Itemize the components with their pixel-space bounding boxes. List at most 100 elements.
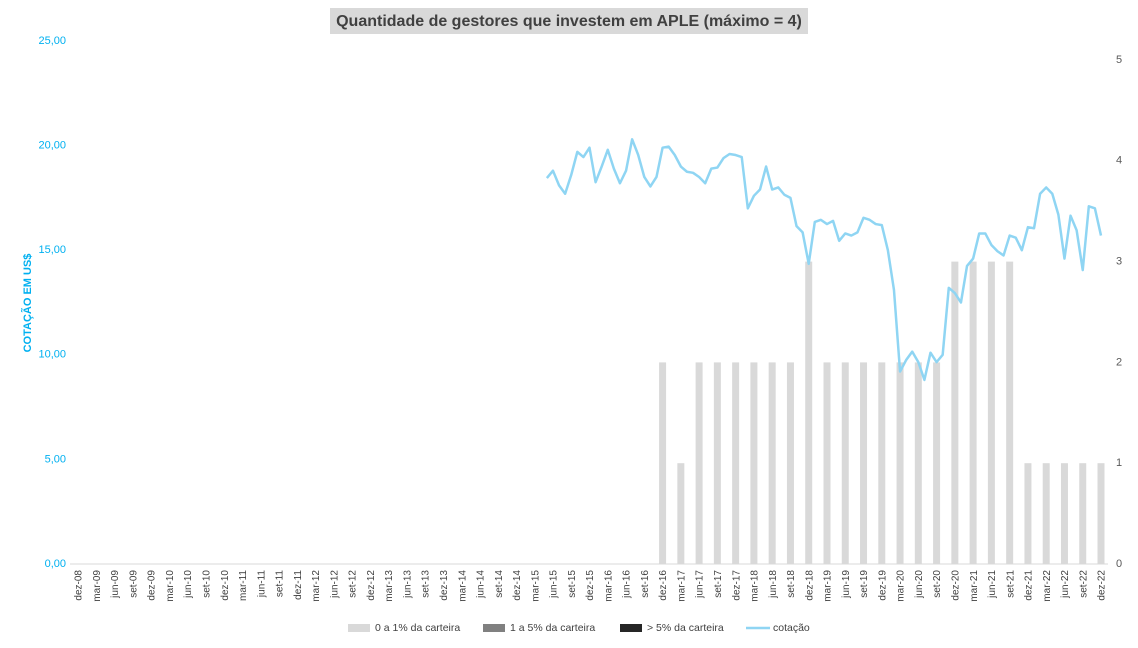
y2-tick-label: 4 <box>1116 155 1122 167</box>
x-tick-label: set-22 <box>1078 570 1089 598</box>
bar <box>750 362 758 564</box>
x-tick-label: mar-21 <box>969 570 980 602</box>
x-tick-label: jun-09 <box>110 570 121 599</box>
y2-tick-label: 3 <box>1116 256 1122 268</box>
x-tick-label: set-21 <box>1005 570 1016 598</box>
x-tick-label: dez-15 <box>585 570 596 601</box>
y-tick-label: 25,00 <box>38 35 66 47</box>
y2-tick-label: 0 <box>1116 558 1122 570</box>
x-tick-label: mar-19 <box>823 570 834 602</box>
legend-label: 1 a 5% da carteira <box>510 622 595 634</box>
x-tick-label: jun-10 <box>183 570 194 599</box>
x-tick-label: dez-10 <box>220 570 231 601</box>
x-tick-label: set-20 <box>932 570 943 598</box>
x-tick-label: mar-12 <box>311 570 322 602</box>
x-tick-label: dez-08 <box>74 570 85 601</box>
bar <box>969 261 977 564</box>
x-tick-label: dez-20 <box>950 570 961 601</box>
bar <box>659 362 667 564</box>
legend-label: 0 a 1% da carteira <box>375 622 460 634</box>
x-tick-label: set-12 <box>348 570 359 598</box>
x-tick-label: dez-22 <box>1097 570 1108 601</box>
bar <box>878 362 886 564</box>
x-tick-label: dez-18 <box>804 570 815 601</box>
x-tick-label: dez-13 <box>439 570 450 601</box>
x-tick-label: mar-14 <box>457 570 468 602</box>
bar <box>1097 463 1105 564</box>
bar <box>768 362 776 564</box>
x-tick-label: jun-15 <box>549 570 560 599</box>
bar <box>1006 261 1014 564</box>
bar <box>695 362 703 564</box>
x-tick-label: set-19 <box>859 570 870 598</box>
legend-label: cotação <box>773 622 810 634</box>
bar <box>677 463 685 564</box>
bar <box>1042 463 1050 564</box>
y2-tick-label: 5 <box>1116 54 1122 66</box>
legend-label: > 5% da carteira <box>647 622 724 634</box>
bar <box>823 362 831 564</box>
bar <box>805 261 813 564</box>
x-tick-label: mar-13 <box>384 570 395 602</box>
bar <box>1079 463 1087 564</box>
title-background <box>330 8 808 34</box>
x-tick-label: dez-14 <box>512 570 523 601</box>
x-tick-label: dez-11 <box>293 570 304 600</box>
x-tick-label: set-11 <box>275 570 286 597</box>
x-tick-label: set-16 <box>640 570 651 598</box>
x-tick-label: jun-17 <box>695 570 706 599</box>
x-tick-label: set-14 <box>494 570 505 598</box>
x-tick-label: dez-21 <box>1024 570 1035 601</box>
x-tick-label: dez-09 <box>147 570 158 601</box>
x-tick-label: jun-16 <box>622 570 633 599</box>
x-tick-label: mar-15 <box>530 570 541 602</box>
bar <box>1024 463 1032 564</box>
y-tick-label: 15,00 <box>38 244 66 256</box>
bar <box>987 261 995 564</box>
y-tick-label: 20,00 <box>38 140 66 152</box>
x-tick-label: set-15 <box>567 570 578 598</box>
x-tick-label: jun-14 <box>476 570 487 599</box>
x-tick-label: jun-21 <box>987 570 998 599</box>
x-tick-label: jun-18 <box>768 570 779 599</box>
x-tick-label: jun-13 <box>402 570 413 599</box>
x-tick-label: mar-18 <box>750 570 761 602</box>
bar <box>951 261 959 564</box>
y-tick-label: 5,00 <box>45 453 66 465</box>
y2-tick-label: 1 <box>1116 457 1122 469</box>
bar <box>914 362 922 564</box>
x-tick-label: set-13 <box>421 570 432 598</box>
legend-swatch <box>620 624 642 632</box>
x-tick-label: dez-19 <box>877 570 888 601</box>
bar <box>732 362 740 564</box>
x-tick-label: set-09 <box>128 570 139 598</box>
bar <box>896 362 904 564</box>
price-line <box>545 138 1103 382</box>
x-tick-label: dez-17 <box>731 570 742 601</box>
x-tick-label: mar-20 <box>896 570 907 602</box>
bar <box>841 362 849 564</box>
x-tick-label: dez-16 <box>658 570 669 601</box>
x-tick-label: mar-10 <box>165 570 176 602</box>
chart-title: Quantidade de gestores que investem em A… <box>336 13 802 30</box>
x-tick-label: dez-12 <box>366 570 377 601</box>
x-tick-label: mar-17 <box>676 570 687 602</box>
x-tick-label: set-10 <box>202 570 213 598</box>
bar <box>860 362 868 564</box>
x-tick-label: jun-22 <box>1060 570 1071 599</box>
x-tick-label: set-18 <box>786 570 797 598</box>
legend-swatch <box>348 624 370 632</box>
x-tick-label: mar-22 <box>1042 570 1053 602</box>
legend-swatch <box>483 624 505 632</box>
y2-tick-label: 2 <box>1116 356 1122 368</box>
x-tick-label: mar-11 <box>238 570 249 601</box>
x-tick-label: jun-19 <box>841 570 852 599</box>
y-axis-label: COTAÇÃO EM US$ <box>21 254 34 353</box>
bar <box>1060 463 1068 564</box>
x-tick-label: set-17 <box>713 570 724 598</box>
y-tick-label: 0,00 <box>45 558 66 570</box>
bar <box>933 362 941 564</box>
x-tick-label: mar-16 <box>603 570 614 602</box>
